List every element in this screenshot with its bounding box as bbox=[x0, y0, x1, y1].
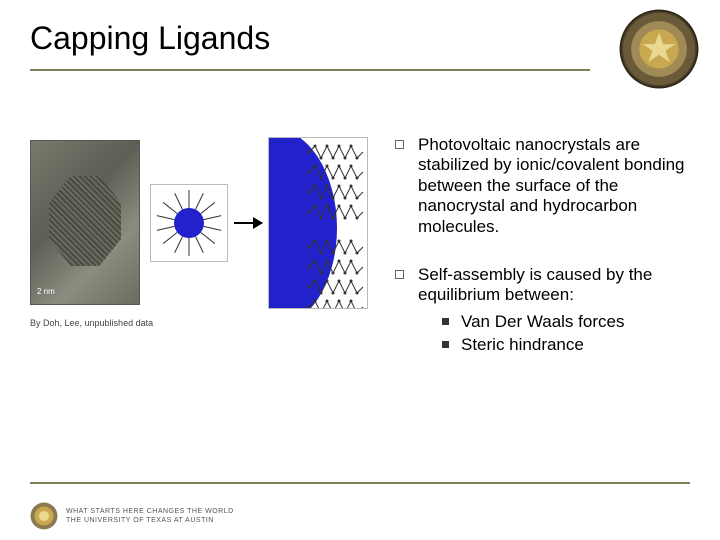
bullet-list: Photovoltaic nanocrystals are stabilized… bbox=[395, 135, 692, 387]
nanocrystal-core bbox=[174, 208, 204, 238]
footer-logo-block: WHAT STARTS HERE CHANGES THE WORLD THE U… bbox=[30, 502, 234, 530]
bullet-text: Self-assembly is caused by the equilibri… bbox=[418, 265, 692, 306]
footer-seal-icon bbox=[30, 502, 58, 530]
university-seal-icon bbox=[618, 8, 700, 90]
title-block: Capping Ligands bbox=[30, 20, 600, 71]
nanocrystal-lattice bbox=[49, 176, 121, 266]
bullet-item: Self-assembly is caused by the equilibri… bbox=[395, 265, 692, 359]
filled-square-bullet-icon bbox=[442, 341, 449, 348]
figure-credit: By Doh, Lee, unpublished data bbox=[30, 318, 153, 328]
footer-text: WHAT STARTS HERE CHANGES THE WORLD THE U… bbox=[66, 507, 234, 525]
square-bullet-icon bbox=[395, 140, 404, 149]
filled-square-bullet-icon bbox=[442, 318, 449, 325]
page-title: Capping Ligands bbox=[30, 20, 600, 57]
bullet-body: Photovoltaic nanocrystals are stabilized… bbox=[418, 135, 692, 237]
title-underline bbox=[30, 69, 590, 71]
footer-divider bbox=[30, 482, 690, 484]
arrow-icon bbox=[234, 222, 262, 224]
bullet-body: Self-assembly is caused by the equilibri… bbox=[418, 265, 692, 359]
sub-bullet-item: Van Der Waals forces bbox=[442, 312, 692, 332]
square-bullet-icon bbox=[395, 270, 404, 279]
footer-institution: THE UNIVERSITY OF TEXAS AT AUSTIN bbox=[66, 516, 234, 525]
bullet-text: Photovoltaic nanocrystals are stabilized… bbox=[418, 135, 692, 237]
scale-bar-label: 2 nm bbox=[37, 287, 55, 296]
sub-bullet-text: Van Der Waals forces bbox=[461, 312, 624, 332]
sub-bullet-item: Steric hindrance bbox=[442, 335, 692, 355]
particle-schematic bbox=[150, 184, 228, 262]
tem-micrograph: 2 nm bbox=[30, 140, 140, 305]
figure-panel: 2 nm bbox=[30, 135, 370, 310]
footer-tagline: WHAT STARTS HERE CHANGES THE WORLD bbox=[66, 507, 234, 516]
sub-bullet-list: Van Der Waals forces Steric hindrance bbox=[442, 312, 692, 356]
sub-bullet-text: Steric hindrance bbox=[461, 335, 584, 355]
bullet-item: Photovoltaic nanocrystals are stabilized… bbox=[395, 135, 692, 237]
surface-zoom-panel bbox=[268, 137, 368, 309]
